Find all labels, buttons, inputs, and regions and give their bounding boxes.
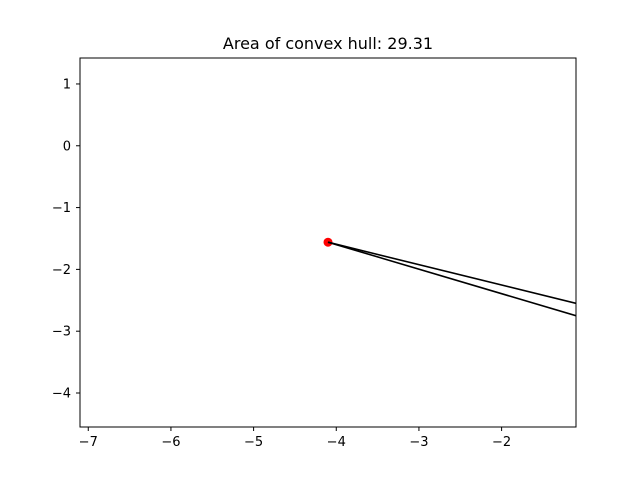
hull-edge-1 bbox=[327, 241, 576, 317]
hull-edge-0 bbox=[327, 241, 576, 305]
x-tick-label: −4 bbox=[327, 435, 346, 450]
x-tick-label: −7 bbox=[79, 435, 98, 450]
y-tick-label: −4 bbox=[52, 387, 71, 402]
x-tick-label: −6 bbox=[161, 435, 180, 450]
y-tick-label: 0 bbox=[63, 139, 71, 154]
y-tick-label: −2 bbox=[52, 263, 71, 278]
y-tick-label: 1 bbox=[63, 77, 71, 92]
chart-title: Area of convex hull: 29.31 bbox=[223, 34, 433, 53]
y-tick-label: −3 bbox=[52, 325, 71, 340]
plot-frame bbox=[79, 57, 577, 428]
y-tick-label: −1 bbox=[52, 201, 71, 216]
x-tick-label: −5 bbox=[244, 435, 263, 450]
x-tick-label: −3 bbox=[409, 435, 428, 450]
x-axis: −7 −6 −5 −4 −3 −2 bbox=[79, 427, 511, 450]
y-axis: 1 0 −1 −2 −3 −4 bbox=[52, 77, 80, 402]
x-tick-label: −2 bbox=[492, 435, 511, 450]
